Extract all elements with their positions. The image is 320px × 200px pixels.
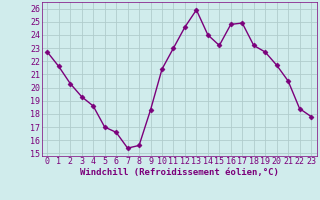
X-axis label: Windchill (Refroidissement éolien,°C): Windchill (Refroidissement éolien,°C) bbox=[80, 168, 279, 177]
